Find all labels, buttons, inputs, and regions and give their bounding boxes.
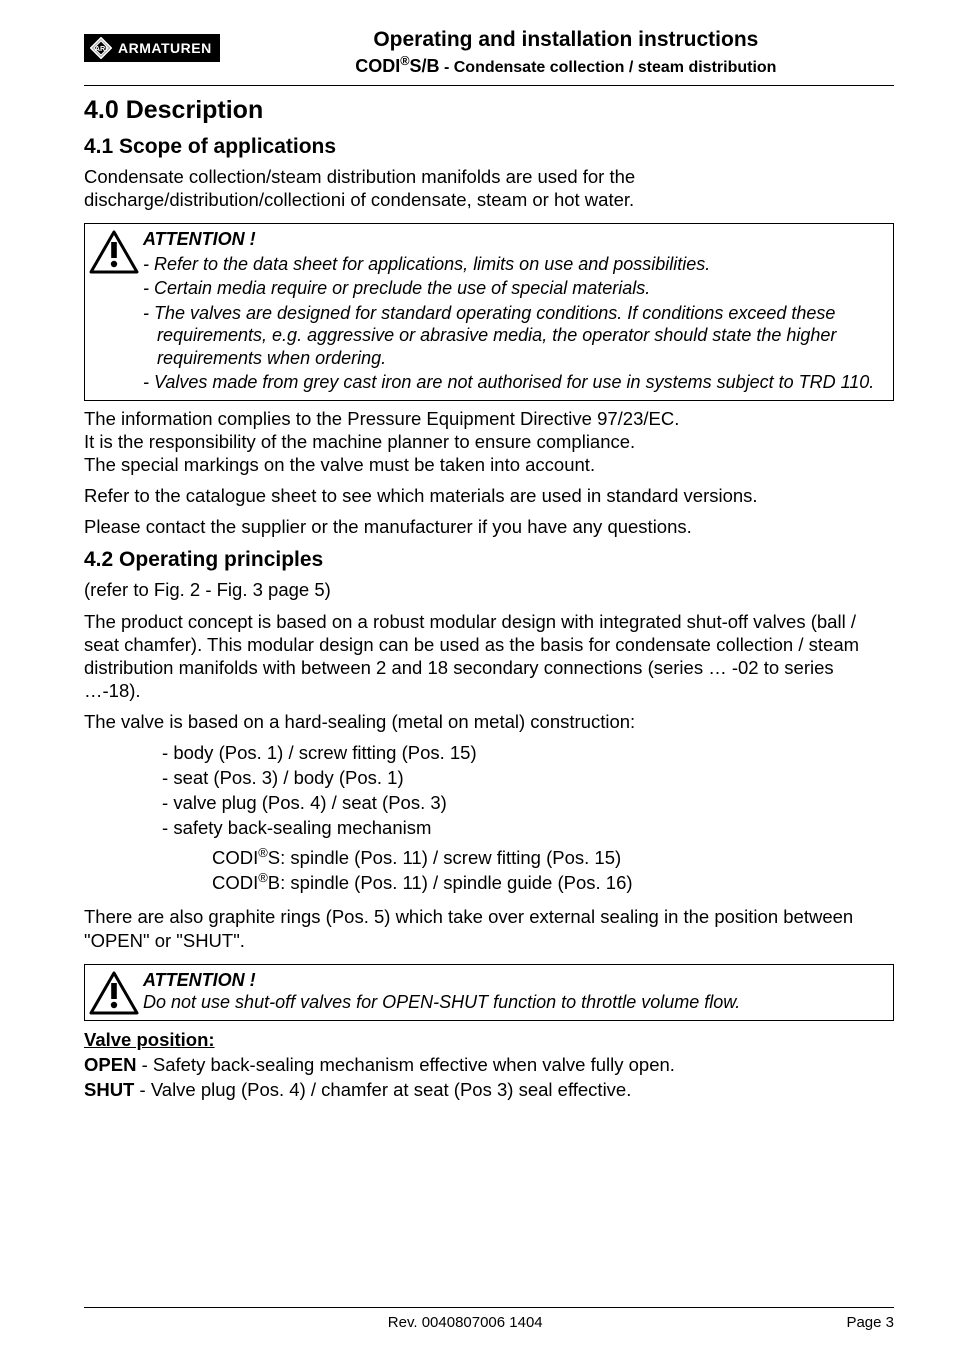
valve-open-line: OPEN - Safety back-sealing mechanism eff…	[84, 1053, 894, 1076]
refer-catalogue: Refer to the catalogue sheet to see whic…	[84, 484, 894, 507]
footer-rev: Rev. 0040807006 1404	[388, 1314, 543, 1331]
s41-paragraph: Condensate collection/steam distribution…	[84, 165, 894, 211]
list-item: safety back-sealing mechanism	[162, 816, 894, 841]
header-title-line1: Operating and installation instructions	[238, 28, 894, 52]
attention-box-1: ATTENTION ! - Refer to the data sheet fo…	[84, 223, 894, 401]
header-code-prefix: CODI	[355, 56, 400, 76]
open-label: OPEN	[84, 1054, 136, 1075]
shut-label: SHUT	[84, 1079, 134, 1100]
s42-paragraph-2: The valve is based on a hard-sealing (me…	[84, 710, 894, 733]
brand-text: ARMATUREN	[118, 40, 212, 56]
footer-rule	[84, 1307, 894, 1308]
header-rule	[84, 85, 894, 86]
header-title-block: Operating and installation instructions …	[238, 28, 894, 77]
attention-box-2: ATTENTION ! Do not use shut-off valves f…	[84, 964, 894, 1021]
attention-1-body: ATTENTION ! - Refer to the data sheet fo…	[143, 224, 893, 400]
header-code-suffix: S/B	[410, 56, 440, 76]
s42-paragraph-1: The product concept is based on a robust…	[84, 610, 894, 703]
page-header: ARI ARMATUREN Operating and installation…	[84, 28, 894, 81]
valve-shut-line: SHUT - Valve plug (Pos. 4) / chamfer at …	[84, 1078, 894, 1101]
warning-triangle-icon	[85, 965, 143, 1020]
attention-1-item: - Valves made from grey cast iron are no…	[143, 371, 885, 394]
attention-2-body: ATTENTION ! Do not use shut-off valves f…	[143, 965, 893, 1018]
list-item: valve plug (Pos. 4) / seat (Pos. 3)	[162, 791, 894, 816]
attention-1-item: - The valves are designed for standard o…	[143, 302, 885, 370]
open-text: - Safety back-sealing mechanism effectiv…	[136, 1054, 675, 1075]
list-item: seat (Pos. 3) / body (Pos. 1)	[162, 766, 894, 791]
logo-glyph-icon: ARI	[90, 37, 112, 59]
attention-1-title: ATTENTION !	[143, 228, 885, 251]
brand-logo: ARI ARMATUREN	[84, 34, 220, 62]
attention-1-item: - Refer to the data sheet for applicatio…	[143, 253, 885, 276]
valve-position-heading-text: Valve position:	[84, 1029, 215, 1050]
post-warn-line-a: The information complies to the Pressure…	[84, 407, 894, 430]
section-4-2-title: 4.2 Operating principles	[84, 548, 894, 572]
s42-ref-figs: (refer to Fig. 2 - Fig. 3 page 5)	[84, 578, 894, 601]
codi-s-line: CODI®S: spindle (Pos. 11) / screw fittin…	[212, 845, 894, 870]
header-reg-mark: ®	[400, 54, 409, 68]
section-4-1-title: 4.1 Scope of applications	[84, 135, 894, 159]
warning-triangle-icon	[85, 224, 143, 279]
codi-b-text: B: spindle (Pos. 11) / spindle guide (Po…	[268, 872, 633, 893]
post-warn-line-b: It is the responsibility of the machine …	[84, 430, 894, 453]
valve-position-heading: Valve position:	[84, 1029, 894, 1051]
construction-list: body (Pos. 1) / screw fitting (Pos. 15) …	[162, 741, 894, 841]
attention-2-title: ATTENTION !	[143, 969, 885, 992]
attention-2-text: Do not use shut-off valves for OPEN-SHUT…	[143, 991, 885, 1014]
attention-1-item: - Certain media require or preclude the …	[143, 277, 885, 300]
codi-s-text: S: spindle (Pos. 11) / screw fitting (Po…	[268, 847, 621, 868]
codi-b-line: CODI®B: spindle (Pos. 11) / spindle guid…	[212, 870, 894, 895]
page-footer: Rev. 0040807006 1404 Page 3	[84, 1307, 894, 1331]
section-4-title: 4.0 Description	[84, 96, 894, 125]
s42-paragraph-3: There are also graphite rings (Pos. 5) w…	[84, 905, 894, 951]
footer-page: Page 3	[846, 1314, 894, 1331]
header-title-line2: CODI®S/B - Condensate collection / steam…	[238, 54, 894, 77]
list-item: body (Pos. 1) / screw fitting (Pos. 15)	[162, 741, 894, 766]
svg-text:ARI: ARI	[95, 44, 108, 53]
header-desc: - Condensate collection / steam distribu…	[440, 59, 777, 76]
post-warn-line-c: The special markings on the valve must b…	[84, 453, 894, 476]
contact-supplier: Please contact the supplier or the manuf…	[84, 515, 894, 538]
shut-text: - Valve plug (Pos. 4) / chamfer at seat …	[134, 1079, 631, 1100]
